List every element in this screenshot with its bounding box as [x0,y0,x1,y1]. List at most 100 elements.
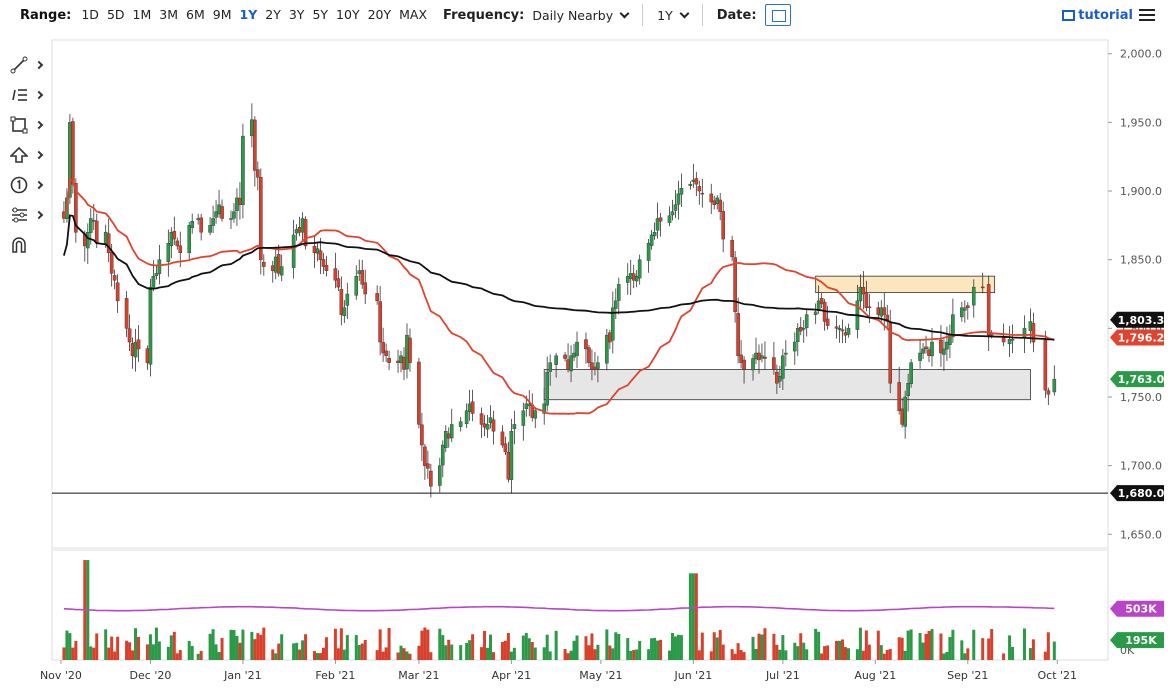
settings-sliders-icon [12,207,27,223]
range-button-5d[interactable]: 5D [106,7,125,22]
volume-bar [483,630,487,660]
y-tick-label: 1,700.0 [1120,460,1162,473]
range-button-2y[interactable]: 2Y [265,7,281,22]
candle-body [569,355,573,372]
rectangle-tool[interactable] [10,110,50,140]
x-tick-label: Jun '21 [673,669,712,682]
range-button-3y[interactable]: 3Y [288,7,305,22]
volume-bar [945,651,949,660]
price-tag-ma200-bg [1110,311,1164,328]
candle-body [945,341,949,350]
volume-bar [981,638,985,660]
candle-body [730,240,734,258]
candle-body [584,339,588,350]
candle-body [482,423,487,428]
film-icon [1062,10,1076,21]
moving-average-50 [63,178,1055,415]
volume-bar [673,636,677,660]
volume-bar [92,647,96,660]
volume-bar [169,635,173,660]
annotation-tool[interactable] [10,80,50,110]
volume-bar [793,642,797,660]
candle-body [760,355,764,359]
candle-body [154,273,159,276]
candle-body [402,356,406,370]
candle-body [336,278,341,288]
volume-bar [1002,653,1006,660]
volume-bar [447,639,451,660]
volume-bar [190,646,194,660]
calendar-icon[interactable] [764,4,791,26]
volume-bar [879,645,883,660]
volume-bar [95,633,99,660]
tutorial-link[interactable]: tutorial [1062,8,1133,23]
range-button-10y[interactable]: 10Y [336,7,360,22]
candle-body [241,135,245,205]
volume-bar [187,640,191,660]
volume-bar [74,640,78,660]
moving-average-200 [63,214,1055,341]
volume-bar [918,633,922,660]
candle-body [924,346,928,350]
volume-bar [697,650,701,660]
settings-tool[interactable] [10,200,50,230]
candle-body [1052,378,1057,393]
candle-body [858,286,863,302]
candle-body [229,218,233,220]
range-button-9m[interactable]: 9M [212,7,232,22]
candle-body [342,307,347,317]
drawing-tools [10,50,50,260]
range-button-1y[interactable]: 1Y [239,7,258,22]
volume-bar [569,650,573,660]
volume-bar [229,629,233,660]
volume-bar [333,628,337,660]
line-tool[interactable] [10,50,50,80]
volume-bar [817,631,821,660]
range-button-20y[interactable]: 20Y [367,7,392,22]
volume-bar [402,648,406,660]
volume-bar [760,634,764,660]
volume-bar [259,634,263,660]
range-button-3m[interactable]: 3M [159,7,179,22]
candle-body [927,349,931,356]
range-button-1m[interactable]: 1M [132,7,152,22]
volume-bar [843,647,847,660]
candle-body [778,376,782,382]
volume-bar [691,573,695,660]
candle-body [679,188,684,195]
range-button-max[interactable]: MAX [399,7,428,22]
candle-body [1007,339,1012,345]
range-button-5y[interactable]: 5Y [312,7,329,22]
candle-body [273,256,278,273]
candle-body [909,362,913,384]
volume-bar [238,642,242,660]
candle-body [521,410,526,426]
candle-body [175,240,180,247]
volume-bar [336,648,340,660]
volume-bar [638,640,642,660]
candle-body [971,286,976,306]
volume-bar [318,653,322,660]
frequency-select[interactable]: Daily Nearby [532,7,614,23]
volume-bar [972,629,976,660]
candle-body [297,227,302,233]
arrow-tool[interactable] [10,140,50,170]
volume-bar [417,645,421,660]
period-select[interactable]: 1Y [657,7,673,23]
line-tool-icon [10,56,28,74]
volume-bar [339,628,343,660]
menu-icon[interactable] [1139,9,1155,21]
volume-bar [775,644,779,660]
candle-body [503,443,508,453]
magnet-tool[interactable] [10,230,50,260]
volume-tag-last-bg [1110,632,1164,649]
candle-body [458,421,463,427]
x-tick-label: Dec '20 [130,669,172,682]
marker-tool[interactable] [10,170,50,200]
range-button-6m[interactable]: 6M [186,7,205,22]
range-button-1d[interactable]: 1D [81,7,99,22]
volume-bar [605,629,609,660]
date-label: Date: [716,7,757,23]
candle-body [942,348,946,355]
